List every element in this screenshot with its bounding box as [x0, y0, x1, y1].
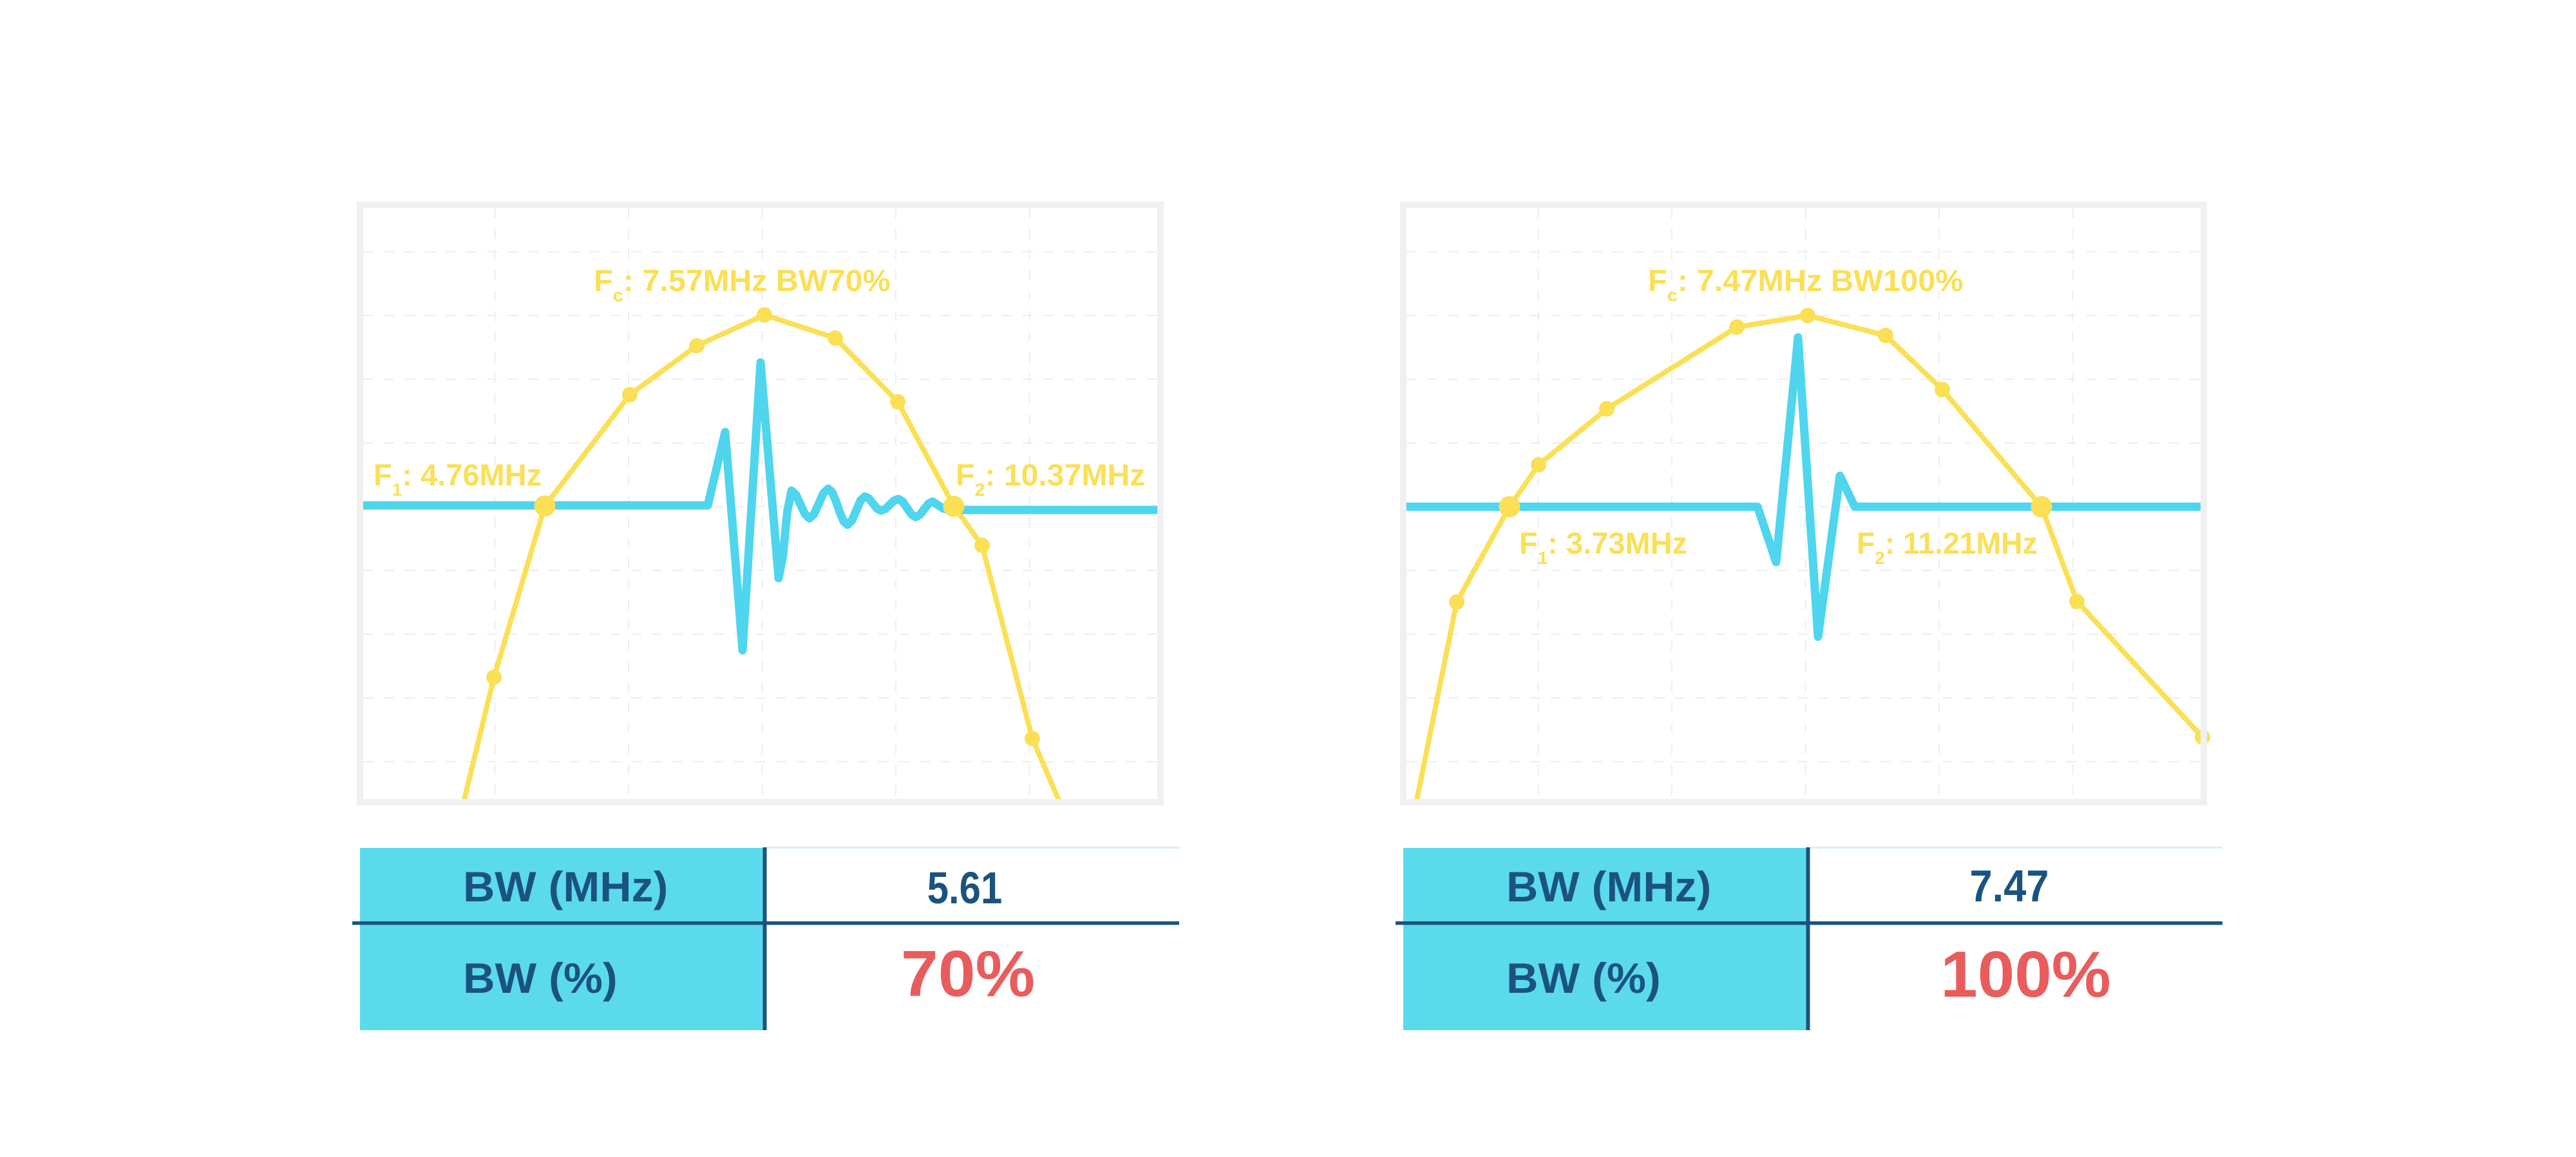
svg-text:F1: 3.73MHz: F1: 3.73MHz [1519, 526, 1687, 568]
svg-text:BW (MHz): BW (MHz) [1506, 863, 1711, 911]
svg-text:70%: 70% [901, 937, 1035, 1010]
svg-text:5.61: 5.61 [927, 863, 1002, 913]
svg-text:Fc: 7.47MHz BW100%: Fc: 7.47MHz BW100% [1648, 265, 1964, 306]
svg-text:7.47: 7.47 [1969, 861, 2049, 912]
svg-text:F2: 11.21MHz: F2: 11.21MHz [1857, 527, 2038, 568]
svg-text:BW (%): BW (%) [1506, 955, 1661, 1002]
svg-text:Fc: 7.57MHz BW70%: Fc: 7.57MHz BW70% [594, 265, 891, 306]
svg-text:BW (MHz): BW (MHz) [463, 863, 668, 911]
svg-text:F1: 4.76MHz: F1: 4.76MHz [374, 458, 542, 500]
svg-text:BW (%): BW (%) [463, 955, 618, 1002]
svg-text:100%: 100% [1940, 937, 2110, 1011]
svg-text:F2: 10.37MHz: F2: 10.37MHz [956, 459, 1145, 500]
